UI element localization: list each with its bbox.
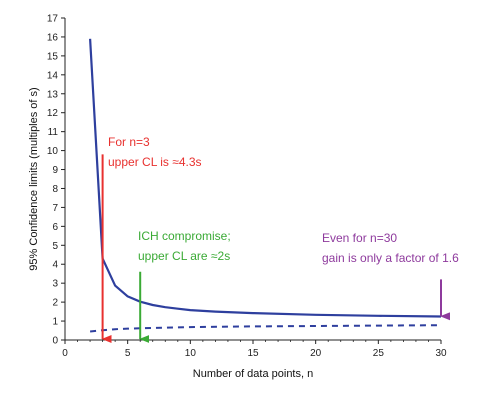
x-tick-label: 5 <box>125 348 131 359</box>
y-tick-label: 8 <box>52 184 58 195</box>
y-tick-label: 11 <box>48 127 59 138</box>
x-tick-label: 15 <box>247 348 259 359</box>
y-tick-label: 7 <box>52 203 58 214</box>
y-tick-label: 17 <box>47 14 59 25</box>
annotation-ich-text: ICH compromise; <box>138 229 231 243</box>
annotation-layer: For n=3 upper CL is ≈4.3s ICH compromise; u… <box>101 135 459 343</box>
x-ticks: 0 5 10 15 20 25 30 <box>62 340 447 359</box>
annotation-n3-text: upper CL is ≈4.3s <box>108 155 202 169</box>
x-axis-label: Number of data points, n <box>193 368 313 380</box>
y-axis-label: 95% Confidence limits (multiples of s) <box>28 87 40 270</box>
y-tick-label: 16 <box>47 32 59 43</box>
y-tick-label: 9 <box>52 165 58 176</box>
x-tick-label: 10 <box>185 348 197 359</box>
y-tick-label: 0 <box>52 336 58 347</box>
annotation-n3-text: For n=3 <box>108 135 150 149</box>
y-tick-label: 10 <box>47 146 59 157</box>
annotation-n30-text: Even for n=30 <box>322 231 397 245</box>
series-layer <box>89 38 442 333</box>
y-tick-label: 4 <box>52 260 58 271</box>
y-tick-label: 13 <box>47 89 59 100</box>
x-tick-label: 25 <box>373 348 385 359</box>
y-tick-label: 5 <box>52 241 58 252</box>
series-line-upper-cl <box>89 38 442 318</box>
y-tick-label: 15 <box>47 51 59 62</box>
x-tick-label: 20 <box>310 348 322 359</box>
y-tick-label: 1 <box>52 317 58 328</box>
annotation-n30-text: gain is only a factor of 1.6 <box>322 251 459 265</box>
series-line-lower-cl <box>89 324 442 333</box>
y-tick-label: 3 <box>52 279 58 290</box>
y-tick-label: 2 <box>52 298 58 309</box>
x-tick-label: 30 <box>435 348 447 359</box>
y-tick-label: 12 <box>47 108 59 119</box>
x-tick-label: 0 <box>62 348 68 359</box>
annotation-ich-text: upper CL are ≈2s <box>138 249 230 263</box>
y-tick-label: 6 <box>52 222 58 233</box>
y-tick-label: 14 <box>47 70 59 81</box>
